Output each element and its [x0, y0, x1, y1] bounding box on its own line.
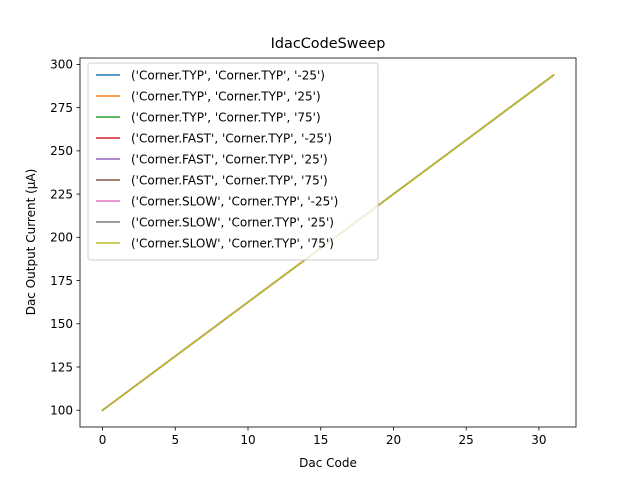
y-tick-label: 200: [50, 231, 73, 245]
x-axis-label: Dac Code: [299, 456, 357, 470]
y-tick-label: 250: [50, 144, 73, 158]
y-tick-label: 300: [50, 58, 73, 72]
y-tick-label: 100: [50, 404, 73, 418]
legend-entry-label: ('Corner.TYP', 'Corner.TYP', '-25'): [131, 68, 325, 82]
legend-entry-label: ('Corner.TYP', 'Corner.TYP', '75'): [131, 110, 321, 124]
legend-entry-label: ('Corner.FAST', 'Corner.TYP', '75'): [131, 173, 328, 187]
legend-entry-label: ('Corner.SLOW', 'Corner.TYP', '75'): [131, 236, 334, 250]
axes-frame: [79, 57, 577, 428]
legend: ('Corner.TYP', 'Corner.TYP', '-25') ('Cor…: [87, 62, 379, 261]
legend-entry-label: ('Corner.SLOW', 'Corner.TYP', '-25'): [131, 194, 338, 208]
legend-entry-label: ('Corner.FAST', 'Corner.TYP', '25'): [131, 152, 328, 166]
x-tick-label: 20: [386, 433, 401, 447]
legend-entry-label: ('Corner.TYP', 'Corner.TYP', '25'): [131, 89, 321, 103]
y-tick-label: 175: [50, 274, 73, 288]
chart-title: IdacCodeSweep: [271, 36, 386, 52]
legend-box: [87, 62, 379, 261]
plot-area: 0 5 10 15 20 25 30 100 125 150 175 200 225 250 275 300 (…: [50, 57, 577, 447]
y-tick-label: 275: [50, 101, 73, 115]
y-tick-label: 150: [50, 317, 73, 331]
x-tick-label: 15: [313, 433, 328, 447]
x-tick-label: 5: [171, 433, 179, 447]
x-tick-label: 30: [531, 433, 546, 447]
y-tick-label: 125: [50, 360, 73, 374]
x-tick-label: 25: [459, 433, 474, 447]
legend-entry-label: ('Corner.FAST', 'Corner.TYP', '-25'): [131, 131, 332, 145]
y-axis-label: Dac Output Current (µA): [24, 169, 38, 316]
legend-entry-label: ('Corner.SLOW', 'Corner.TYP', '25'): [131, 215, 334, 229]
y-tick-label: 225: [50, 187, 73, 201]
x-tick-label: 10: [240, 433, 255, 447]
x-tick-label: 0: [99, 433, 107, 447]
